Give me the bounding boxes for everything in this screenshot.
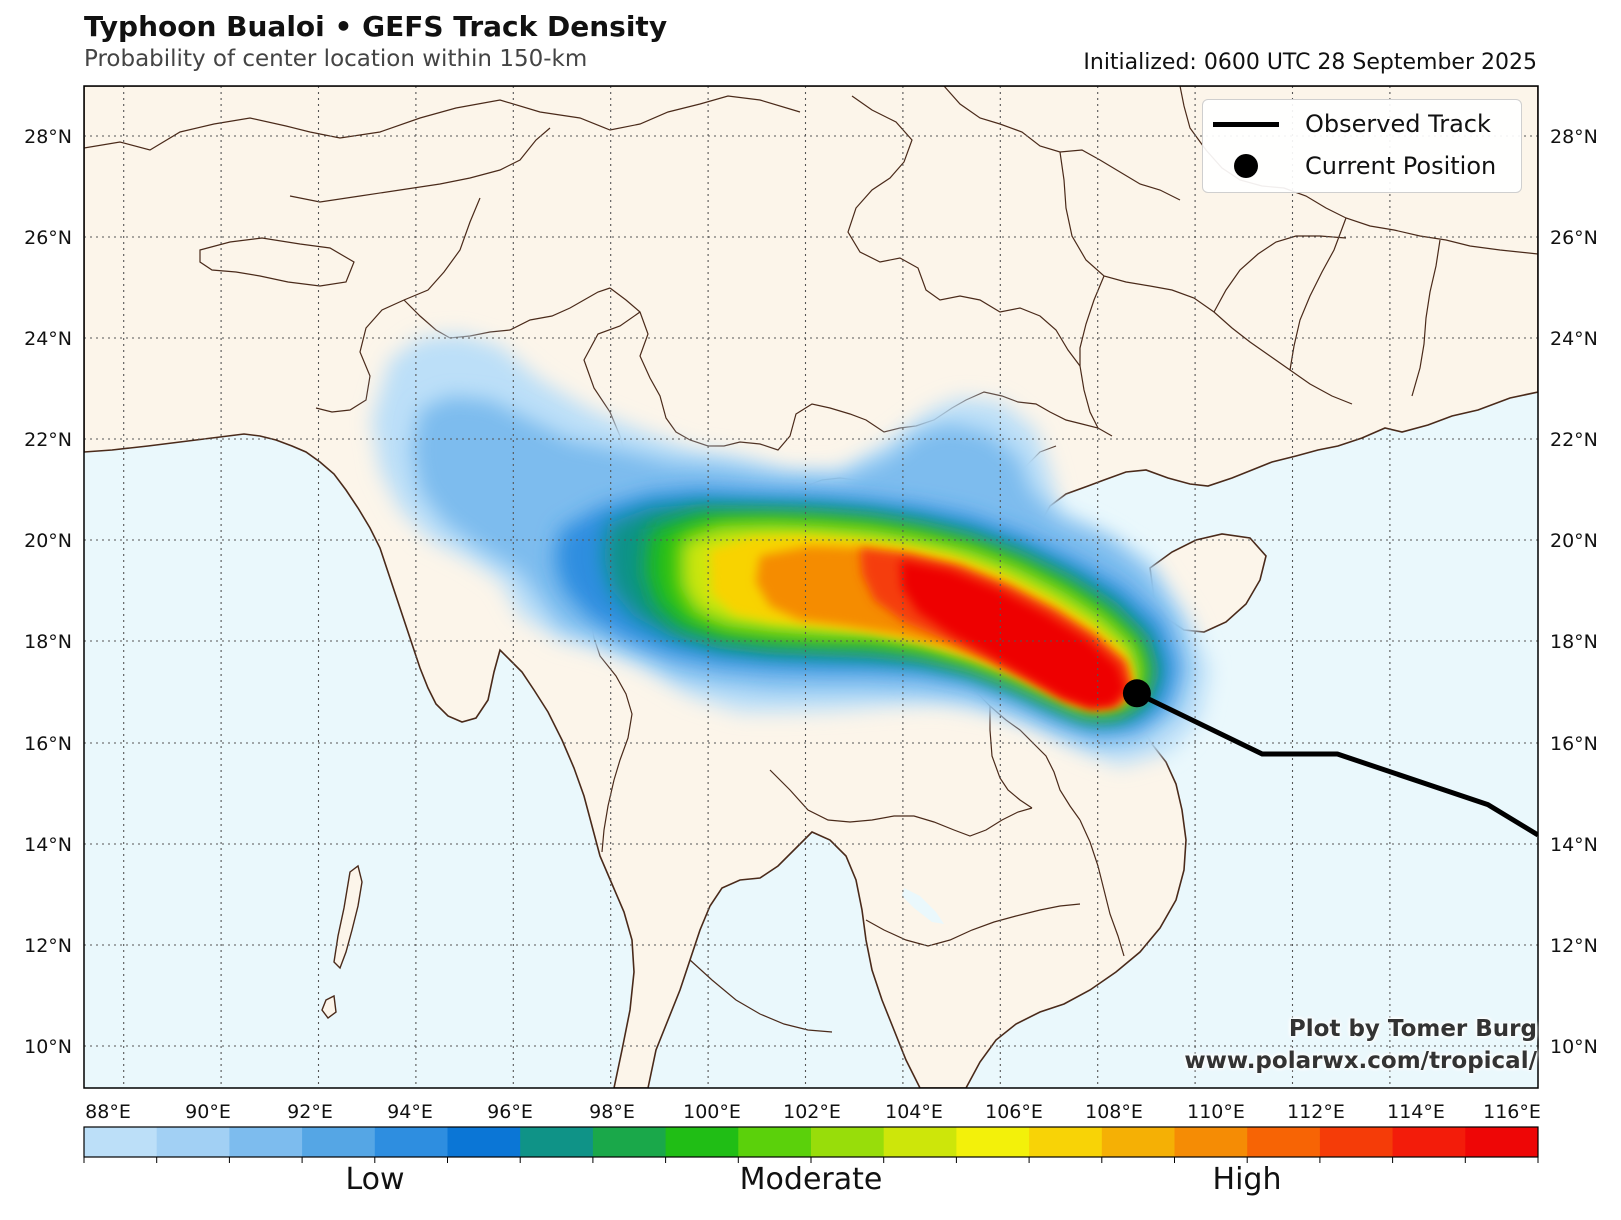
colorbar-segment [738,1127,812,1157]
colorbar-segment [520,1127,594,1157]
colorbar-segment [1247,1127,1321,1157]
credit-author: Plot by Tomer Burg [1288,1016,1537,1042]
lat-tick-label: 20°N [1550,530,1598,552]
colorbar-segment [374,1127,448,1157]
map-frame [83,85,1539,1089]
lat-tick-label: 20°N [24,530,72,552]
track-density-field [372,334,1210,766]
colorbar-segment [1465,1127,1539,1157]
lat-tick-label: 28°N [1550,126,1598,148]
lon-tick-label: 110°E [1187,1101,1245,1123]
chart-subtitle: Probability of center location within 15… [84,46,588,72]
lat-tick-label: 16°N [24,733,72,755]
colorbar-segment [156,1127,230,1157]
colorbar-segment [883,1127,957,1157]
lon-tick-label: 88°E [85,1101,131,1123]
colorbar-label-high: High [1212,1162,1282,1197]
colorbar-label-low: Low [345,1162,405,1197]
latitude-tick-labels-left: 10°N 12°N 14°N 16°N 18°N 20°N 22°N 24°N … [24,126,72,1058]
lat-tick-label: 10°N [24,1036,72,1058]
lon-tick-label: 94°E [387,1101,433,1123]
lon-tick-label: 114°E [1387,1101,1445,1123]
colorbar-segment [592,1127,667,1157]
lat-tick-label: 12°N [24,935,72,957]
lat-tick-label: 26°N [1550,227,1598,249]
lon-tick-label: 116°E [1483,1101,1541,1123]
colorbar-segment [84,1127,158,1157]
legend-item-position: Current Position [1213,148,1496,184]
colorbar-segment [665,1127,739,1157]
colorbar-segment [1392,1127,1466,1157]
colorbar-segment [956,1127,1030,1157]
colorbar-segment [302,1127,376,1157]
lon-tick-label: 108°E [1085,1101,1143,1123]
lat-tick-label: 18°N [1550,631,1598,653]
lon-tick-label: 98°E [589,1101,635,1123]
lat-tick-label: 10°N [1550,1036,1598,1058]
andaman-islands [333,864,363,970]
colorbar-label-moderate: Moderate [739,1162,883,1197]
credit-url: www.polarwx.com/tropical/ [1184,1048,1537,1074]
map-legend: Observed Track Current Position [1202,99,1522,193]
colorbar-frame [83,1126,1539,1158]
lat-tick-label: 14°N [1550,834,1598,856]
legend-position-label: Current Position [1305,152,1497,180]
chart-title: Typhoon Bualoi • GEFS Track Density [84,10,668,43]
lat-tick-label: 22°N [24,429,72,451]
colorbar-segment [1319,1127,1394,1157]
lat-tick-label: 12°N [1550,935,1598,957]
graticule [84,86,1538,1088]
lat-tick-label: 26°N [24,227,72,249]
colorbar [83,1127,1539,1163]
latitude-tick-labels-right: 10°N 12°N 14°N 16°N 18°N 20°N 22°N 24°N … [1550,126,1598,1058]
lon-tick-label: 96°E [487,1101,533,1123]
longitude-tick-labels: 88°E 90°E 92°E 94°E 96°E 98°E 100°E 102°… [85,1101,1541,1123]
lat-tick-label: 22°N [1550,429,1598,451]
lat-tick-label: 16°N [1550,733,1598,755]
lat-tick-label: 28°N [24,126,72,148]
lat-tick-label: 24°N [24,328,72,350]
nicobar-island [321,994,337,1019]
lon-tick-label: 90°E [185,1101,231,1123]
legend-item-track: Observed Track [1213,106,1491,142]
colorbar-segment [1101,1127,1175,1157]
lat-tick-label: 14°N [24,834,72,856]
initialized-time: Initialized: 0600 UTC 28 September 2025 [1083,50,1537,75]
colorbar-segment [1174,1127,1248,1157]
colorbar-segment [447,1127,521,1157]
current-position-marker [1122,679,1151,708]
colorbar-segment [229,1127,303,1157]
lat-tick-label: 18°N [24,631,72,653]
observed-track [1135,691,1538,838]
legend-track-label: Observed Track [1305,110,1491,138]
tonle-sap-lake [902,888,944,924]
track-line-swatch [1213,121,1279,127]
position-dot-swatch [1234,154,1258,178]
colorbar-segment [1029,1127,1103,1157]
lon-tick-label: 92°E [287,1101,333,1123]
lon-tick-label: 104°E [885,1101,943,1123]
lon-tick-label: 102°E [783,1101,841,1123]
colorbar-segment [811,1127,885,1157]
lon-tick-label: 112°E [1287,1101,1345,1123]
lat-tick-label: 24°N [1550,328,1598,350]
lon-tick-label: 100°E [683,1101,741,1123]
lon-tick-label: 106°E [985,1101,1043,1123]
